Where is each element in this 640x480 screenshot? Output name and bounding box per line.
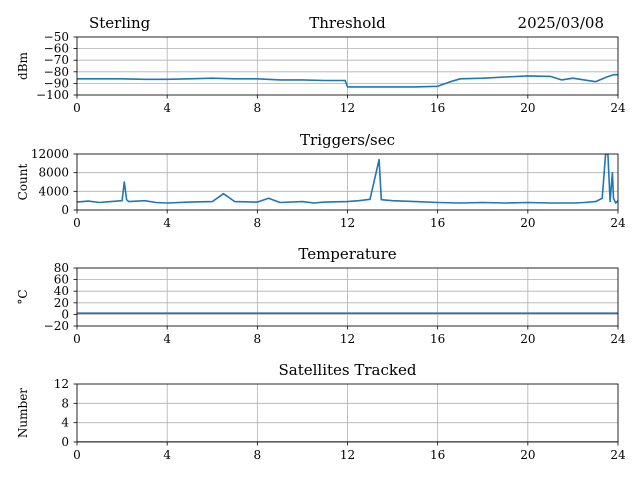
y-tick-label: −60	[44, 42, 69, 56]
x-tick-label: 20	[520, 216, 535, 230]
x-tick-label: 4	[163, 101, 171, 115]
y-tick-label: 60	[54, 273, 69, 287]
y-tick-label: 12000	[31, 147, 69, 161]
y-axis-label: Count	[16, 163, 30, 200]
chart-title: Triggers/sec	[300, 131, 395, 149]
x-tick-label: 16	[430, 101, 445, 115]
panels: 0 4 8 12 16 20 24 −100−90−80−70−60−50 Threshold d…	[16, 14, 626, 462]
x-tick-label: 0	[73, 448, 81, 462]
x-tick-label: 24	[610, 332, 626, 346]
y-tick-label: 40	[54, 284, 69, 298]
x-tick-label: 8	[254, 101, 262, 115]
y-tick-label: −20	[44, 319, 69, 333]
x-tick-label: 8	[254, 216, 262, 230]
y-tick-label: 8	[61, 396, 69, 410]
x-tick-label: 16	[430, 448, 445, 462]
x-tick-label: 12	[340, 216, 355, 230]
x-tick-label: 16	[430, 332, 445, 346]
x-tick-label: 4	[163, 332, 171, 346]
y-tick-label: −100	[36, 88, 69, 102]
x-tick-label: 24	[610, 101, 626, 115]
y-tick-label: −80	[44, 65, 69, 79]
y-axis-label: °C	[16, 289, 30, 304]
x-tick-label: 16	[430, 216, 445, 230]
x-tick-label: 20	[520, 448, 535, 462]
chart-panel: 0 4 8 12 16 20 24 0 4 8 12 Satellites Tracked Number	[16, 361, 626, 462]
date-label: 2025/03/08	[518, 14, 604, 32]
chart-panel: 0 4 8 12 16 20 24 0 4000 8000 12000 Triggers/sec Cou…	[16, 131, 626, 230]
x-tick-label: 8	[254, 332, 262, 346]
x-tick-label: 0	[73, 332, 81, 346]
y-tick-label: −70	[44, 53, 69, 67]
y-tick-label: 4	[61, 416, 69, 430]
x-tick-label: 0	[73, 101, 81, 115]
y-tick-label: 12	[54, 377, 69, 391]
chart-panel: 0 4 8 12 16 20 24 −100−90−80−70−60−50 Threshold d…	[16, 14, 626, 115]
x-tick-label: 8	[254, 448, 262, 462]
y-tick-label: 0	[61, 203, 69, 217]
y-tick-label: 80	[54, 261, 69, 275]
x-tick-label: 20	[520, 101, 535, 115]
y-axis-label: dBm	[16, 51, 30, 80]
series-line	[77, 73, 618, 88]
x-tick-label: 4	[163, 216, 171, 230]
x-tick-label: 12	[340, 332, 355, 346]
y-tick-label: 0	[61, 307, 69, 321]
x-tick-label: 20	[520, 332, 535, 346]
chart-title: Temperature	[298, 245, 396, 263]
y-tick-label: 4000	[38, 184, 69, 198]
chart-title: Threshold	[309, 14, 386, 32]
y-tick-label: 0	[61, 435, 69, 449]
chart-title: Satellites Tracked	[279, 361, 417, 379]
x-tick-label: 0	[73, 216, 81, 230]
x-tick-label: 12	[340, 448, 355, 462]
x-tick-label: 4	[163, 448, 171, 462]
x-tick-label: 12	[340, 101, 355, 115]
y-axis-label: Number	[16, 388, 30, 438]
y-tick-label: −50	[44, 30, 69, 44]
x-tick-label: 24	[610, 216, 626, 230]
y-tick-label: −90	[44, 76, 69, 90]
station-label: Sterling	[89, 14, 151, 32]
x-tick-label: 24	[610, 448, 626, 462]
y-tick-label: 8000	[38, 166, 69, 180]
series-line	[77, 154, 618, 204]
y-tick-label: 20	[54, 296, 69, 310]
